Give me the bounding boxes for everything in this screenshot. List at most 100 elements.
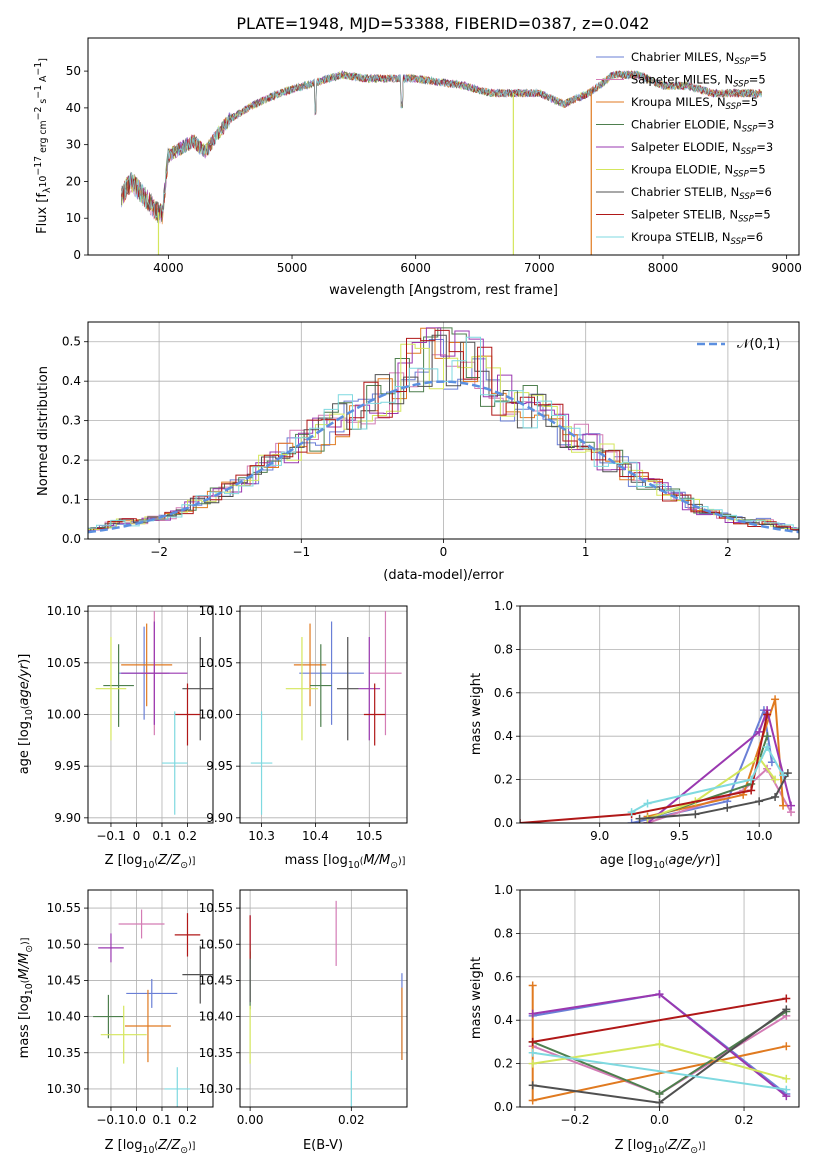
x-tick-label: 6000 xyxy=(400,261,431,275)
y-tick-label: 0.6 xyxy=(494,686,513,700)
label-part: )] xyxy=(710,853,720,868)
y-tick-label: 20 xyxy=(66,174,81,188)
legend-entry: Kroupa STELIB, NSSP=6 xyxy=(631,230,763,247)
legend-text: =3 xyxy=(756,140,773,154)
legend-entry: Chabrier STELIB, NSSP=6 xyxy=(631,185,772,202)
legend-text: =5 xyxy=(749,163,766,177)
legend-text: =6 xyxy=(746,230,763,244)
plot-area xyxy=(93,909,213,1107)
y-tick-label: 10.40 xyxy=(47,1010,81,1024)
legend-text: =5 xyxy=(754,208,771,222)
label-part: s xyxy=(38,99,49,107)
label-part: 10 xyxy=(348,860,360,871)
legend-sub: SSP xyxy=(741,147,757,157)
y-tick-label: 10.55 xyxy=(199,901,233,915)
y-tick-label: 0.8 xyxy=(494,926,513,940)
y-tick-label: 0.4 xyxy=(494,1013,513,1027)
figure-title: PLATE=1948, MJD=53388, FIBERID=0387, z=0… xyxy=(236,14,649,33)
x-tick-label: 10.3 xyxy=(248,829,275,843)
x-tick-label: 9.5 xyxy=(670,829,689,843)
legend-text: Kroupa STELIB, N xyxy=(631,230,731,244)
label-part: 10 xyxy=(143,860,155,871)
weight-line xyxy=(532,1051,787,1091)
y-tick-label: 1.0 xyxy=(494,883,513,897)
x-tick-label: 4000 xyxy=(153,261,184,275)
plot-area xyxy=(528,981,791,1107)
weight-series xyxy=(528,1040,791,1083)
label-part: age/yr xyxy=(17,662,32,705)
label-part: −1 xyxy=(33,62,44,76)
y-tick-label: 9.95 xyxy=(206,759,233,773)
x-axis-label: Z [log10(Z/Z⊙)] xyxy=(105,1138,196,1156)
histogram-series xyxy=(88,327,799,532)
x-tick-label: 0.0 xyxy=(650,1113,669,1127)
label-part: ⊙ xyxy=(180,1145,188,1156)
errorbar-point xyxy=(121,621,188,725)
legend-sub: SSP xyxy=(739,192,755,202)
y-tick-label: 10.30 xyxy=(199,1082,233,1096)
errorbar-point xyxy=(250,711,273,815)
plot-area xyxy=(520,695,796,823)
label-part: ( xyxy=(360,856,364,867)
errorbar-point xyxy=(118,909,165,939)
label-part: −2 xyxy=(33,107,44,121)
label-part: ⊙ xyxy=(24,945,35,953)
label-part: )] xyxy=(20,938,31,945)
errorbar-point xyxy=(336,637,359,741)
label-part: erg cm xyxy=(38,120,49,156)
y-axis-label: age [log10(age/yr)] xyxy=(17,654,35,775)
axes-residuals: −2 −1 0 1 2 0.0 0.1 0.2 0.3 0.4 0.5 (data-model)/er… xyxy=(36,321,800,583)
legend-sub: SSP xyxy=(733,170,749,180)
y-tick-label: 0.0 xyxy=(494,1100,513,1114)
y-tick-label: 10.55 xyxy=(47,901,81,915)
x-tick-label: −1 xyxy=(292,545,310,559)
axes-mass_weight_vs_age: 9.0 9.5 10.0 0.0 0.2 0.4 0.6 0.8 1.0 age [log10(a… xyxy=(469,599,800,871)
legend-text: =5 xyxy=(750,50,767,64)
x-tick-label: 0.2 xyxy=(178,829,197,843)
label-part: −1 xyxy=(33,85,44,99)
label-part: ( xyxy=(154,856,158,867)
weight-series xyxy=(528,1005,791,1107)
y-tick-label: 10 xyxy=(66,211,81,225)
y-tick-label: 0.4 xyxy=(494,729,513,743)
label-part: 10 xyxy=(24,983,35,995)
label-part: 10 xyxy=(653,1145,665,1156)
axes-frame xyxy=(239,889,408,1108)
y-tick-label: 0.0 xyxy=(494,816,513,830)
y-tick-label: 9.90 xyxy=(206,811,233,825)
x-axis-label: E(B-V) xyxy=(303,1138,343,1153)
label-part: A xyxy=(38,75,49,85)
legend-entry: Kroupa MILES, NSSP=5 xyxy=(631,95,758,112)
label-part: Flux [f xyxy=(35,193,50,234)
legend-sub: SSP xyxy=(734,57,750,67)
label-part: Z [log xyxy=(105,1138,143,1153)
x-tick-label: −0.2 xyxy=(560,1113,589,1127)
label-part: ( xyxy=(665,856,669,867)
y-tick-label: 0.2 xyxy=(62,453,81,467)
label-part: 10 xyxy=(653,860,665,871)
y-tick-label: 10.35 xyxy=(199,1046,233,1060)
label-part: 10 xyxy=(38,176,49,188)
x-tick-label: 0.2 xyxy=(178,1113,197,1127)
errorbar-point xyxy=(121,623,173,707)
label-part: ⊙ xyxy=(690,1145,698,1156)
label-part: mass [log xyxy=(285,853,348,868)
label-part: Z [log xyxy=(105,853,143,868)
label-part: ( xyxy=(20,706,31,710)
gaussian-curve xyxy=(88,380,799,534)
y-axis-label: mass [log10(M/M⊙)] xyxy=(17,938,35,1059)
x-axis-label: mass [log10(M/M⊙)] xyxy=(285,853,406,871)
weight-line xyxy=(647,698,785,818)
y-tick-label: 10.05 xyxy=(199,656,233,670)
legend-sub: SSP xyxy=(733,80,749,90)
label-part: λ xyxy=(42,187,53,193)
y-tick-label: 0.8 xyxy=(494,642,513,656)
y-axis-label: Normed distribution xyxy=(36,366,51,496)
label-part: Z [log xyxy=(615,1138,653,1153)
label-part: ( xyxy=(664,1141,668,1152)
x-tick-label: 0.00 xyxy=(237,1113,264,1127)
y-tick-label: 10.05 xyxy=(47,656,81,670)
y-tick-label: 10.45 xyxy=(199,973,233,987)
errorbar-point xyxy=(174,683,201,746)
